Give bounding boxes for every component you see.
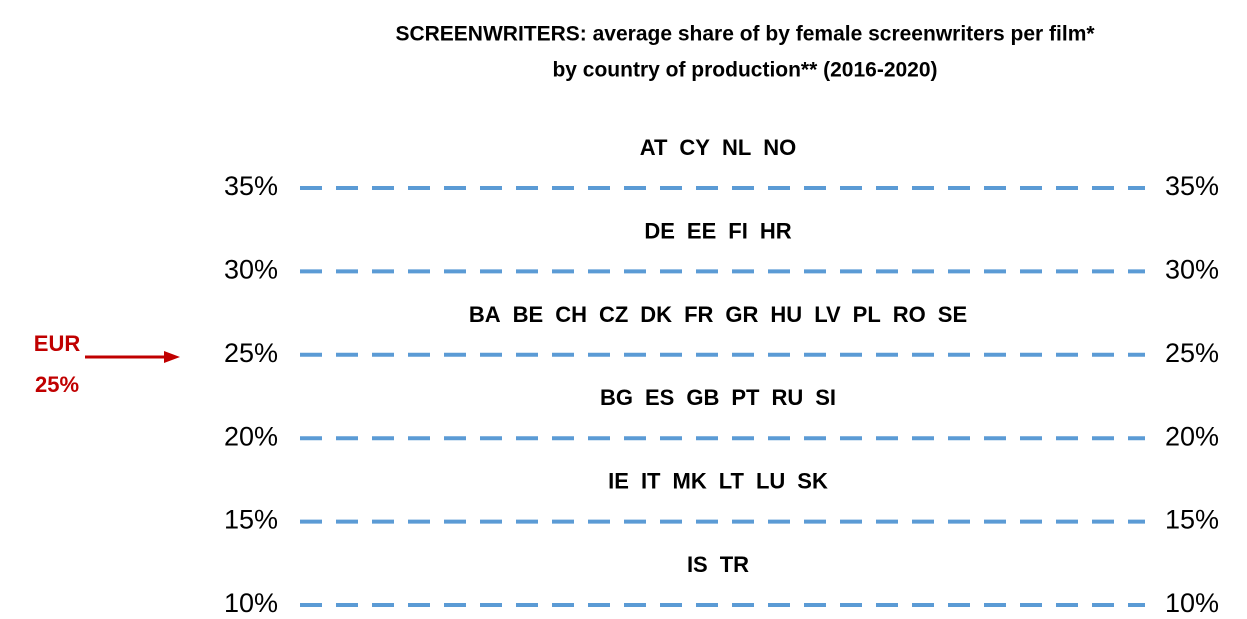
level-label-right: 35% bbox=[1165, 171, 1219, 201]
country-code: IT bbox=[641, 468, 661, 493]
title-line: by country of production** (2016-2020) bbox=[552, 59, 937, 82]
country-group: DE EE FI HR bbox=[644, 218, 791, 243]
country-code: HU bbox=[770, 302, 802, 327]
level-label-left: 10% bbox=[224, 588, 278, 618]
country-code: BA bbox=[469, 302, 501, 327]
country-group: BA BE CH CZ DK FR GR HU LV PL RO SE bbox=[469, 302, 967, 327]
country-code: GB bbox=[686, 385, 719, 410]
level-label-left: 35% bbox=[224, 171, 278, 201]
country-code: FI bbox=[728, 218, 748, 243]
arrow-head bbox=[164, 351, 180, 363]
country-code: LV bbox=[814, 302, 841, 327]
country-code: IE bbox=[608, 468, 629, 493]
country-code: RU bbox=[771, 385, 803, 410]
country-group: BG ES GB PT RU SI bbox=[600, 385, 836, 410]
level-label-right: 15% bbox=[1165, 505, 1219, 535]
level-label-right: 30% bbox=[1165, 255, 1219, 285]
country-group: AT CY NL NO bbox=[640, 135, 797, 160]
country-code: SE bbox=[938, 302, 967, 327]
country-code: TR bbox=[720, 552, 749, 577]
country-code: DE bbox=[644, 218, 675, 243]
country-code: IS bbox=[687, 552, 708, 577]
average-label: EUR bbox=[34, 331, 81, 356]
country-code: SK bbox=[797, 468, 828, 493]
level-label-left: 20% bbox=[224, 421, 278, 451]
country-code: BE bbox=[513, 302, 544, 327]
level-label-right: 10% bbox=[1165, 588, 1219, 618]
level-label-left: 30% bbox=[224, 255, 278, 285]
country-code: CY bbox=[679, 135, 710, 160]
country-code: CZ bbox=[599, 302, 628, 327]
country-code: GR bbox=[725, 302, 758, 327]
level-label-right: 25% bbox=[1165, 338, 1219, 368]
country-code: MK bbox=[673, 468, 707, 493]
level-label-left: 25% bbox=[224, 338, 278, 368]
country-code: CH bbox=[555, 302, 587, 327]
country-group: IS TR bbox=[687, 552, 749, 577]
country-code: NL bbox=[722, 135, 751, 160]
level-label-right: 20% bbox=[1165, 421, 1219, 451]
level-label-left: 15% bbox=[224, 505, 278, 535]
country-code: LT bbox=[719, 468, 745, 493]
country-code: ES bbox=[645, 385, 674, 410]
country-code: FR bbox=[684, 302, 713, 327]
country-code: NO bbox=[763, 135, 796, 160]
country-code: PL bbox=[853, 302, 881, 327]
average-value: 25% bbox=[35, 372, 79, 397]
country-code: PT bbox=[731, 385, 760, 410]
country-code: RO bbox=[893, 302, 926, 327]
country-code: LU bbox=[756, 468, 785, 493]
country-group: IE IT MK LT LU SK bbox=[608, 468, 828, 493]
country-code: HR bbox=[760, 218, 792, 243]
country-code: SI bbox=[815, 385, 836, 410]
title-line: SCREENWRITERS: average share of by femal… bbox=[395, 23, 1095, 46]
country-code: DK bbox=[640, 302, 672, 327]
country-code: AT bbox=[640, 135, 668, 160]
country-code: EE bbox=[687, 218, 716, 243]
country-code: BG bbox=[600, 385, 633, 410]
